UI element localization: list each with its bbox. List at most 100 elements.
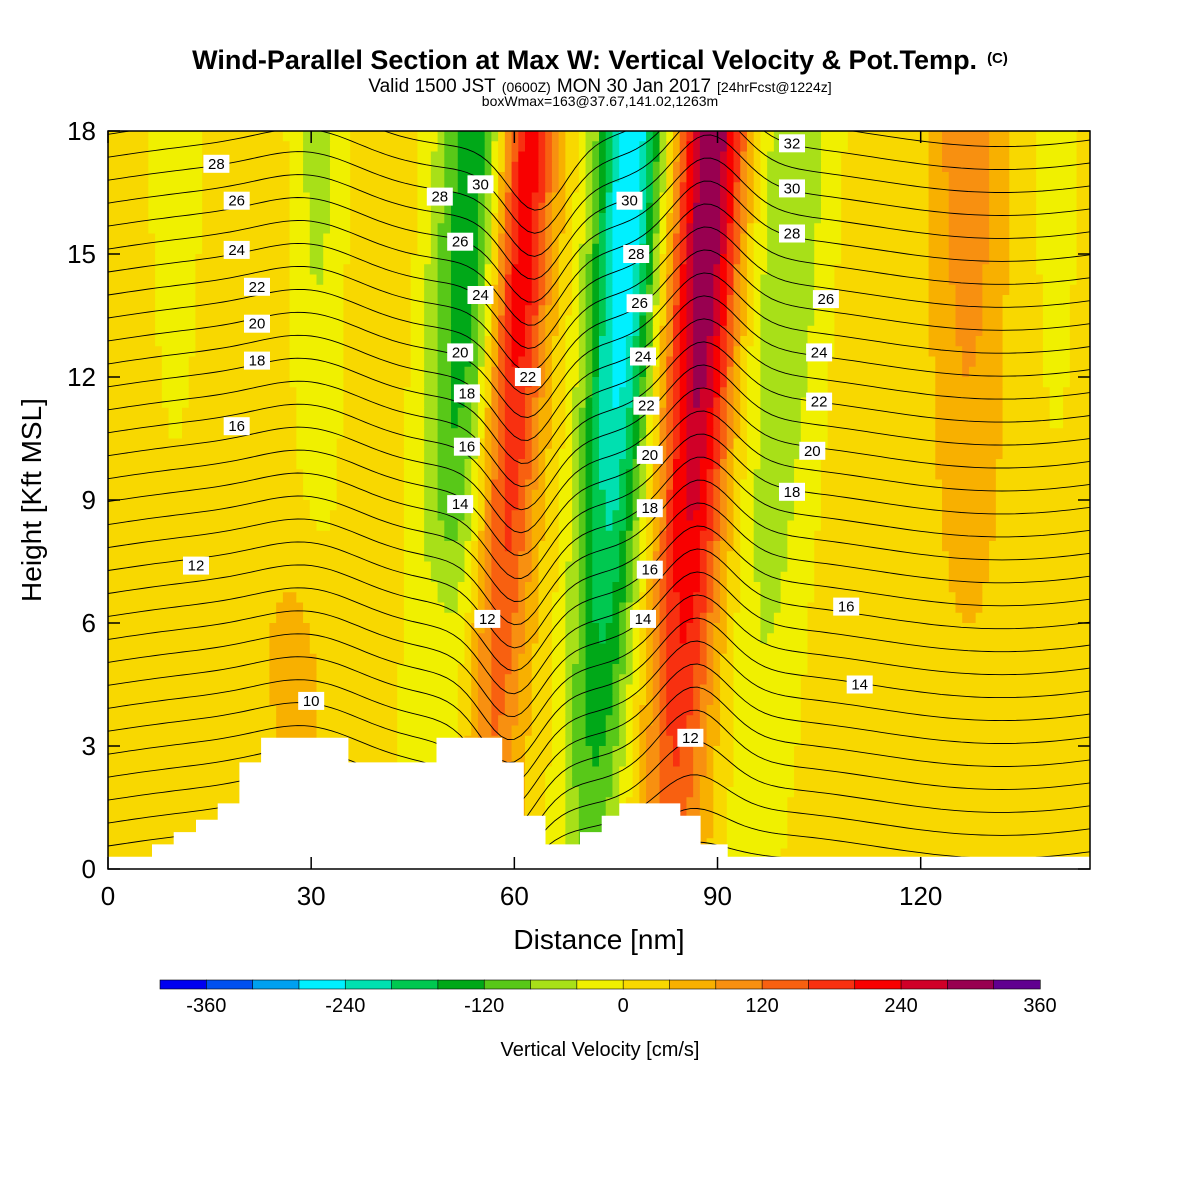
velocity-cell: [713, 828, 728, 839]
theta-contour-line: [108, 617, 1090, 764]
velocity-cell: [437, 469, 466, 481]
velocity-cell: [303, 756, 398, 768]
velocity-cell: [572, 469, 580, 481]
velocity-cell: [511, 356, 519, 368]
velocity-cell: [814, 223, 842, 235]
velocity-cell: [733, 172, 741, 183]
velocity-cell: [545, 469, 560, 481]
velocity-cell: [484, 223, 492, 235]
velocity-cell: [773, 623, 809, 634]
velocity-cell: [1009, 223, 1037, 235]
velocity-cell: [599, 223, 607, 235]
velocity-cell: [424, 274, 439, 286]
velocity-cell: [800, 407, 829, 419]
velocity-cell: [161, 356, 190, 368]
velocity-cell: [995, 479, 1090, 491]
velocity-cell: [491, 489, 506, 501]
velocity-cell: [794, 776, 1090, 788]
x-axis-label: Distance [nm]: [513, 924, 684, 955]
velocity-cell: [350, 172, 418, 183]
velocity-cell: [693, 787, 701, 798]
velocity-cell: [646, 243, 654, 255]
velocity-cell: [740, 192, 748, 204]
velocity-cell: [619, 161, 640, 173]
velocity-cell: [928, 274, 950, 286]
velocity-cell: [511, 161, 519, 173]
velocity-cell: [303, 131, 331, 142]
velocity-cell: [686, 325, 694, 337]
velocity-cell: [350, 182, 418, 194]
velocity-cell: [477, 500, 486, 511]
velocity-cell: [565, 797, 580, 809]
velocity-cell: [646, 520, 654, 532]
velocity-cell: [518, 459, 533, 470]
velocity-cell: [726, 172, 735, 183]
velocity-cell: [195, 274, 291, 286]
velocity-cell: [155, 336, 197, 347]
velocity-cell: [504, 213, 513, 224]
velocity-cell: [646, 233, 654, 245]
velocity-cell: [1042, 346, 1071, 358]
velocity-cell: [504, 418, 526, 429]
velocity-cell: [659, 151, 667, 163]
velocity-cell: [632, 284, 640, 296]
terrain: [108, 737, 1090, 869]
velocity-cell: [659, 582, 667, 593]
velocity-cell: [417, 131, 439, 142]
colorbar-swatch: [206, 979, 254, 990]
velocity-cell: [928, 346, 963, 358]
velocity-cell: [108, 459, 297, 470]
velocity-cell: [605, 295, 614, 306]
contour-label: 30: [784, 180, 801, 197]
velocity-cell: [491, 694, 506, 706]
velocity-cell: [565, 161, 580, 173]
velocity-cell: [585, 551, 593, 563]
velocity-cell: [672, 213, 681, 224]
velocity-cell: [599, 243, 607, 255]
velocity-cell: [397, 756, 459, 768]
contour-label: 26: [818, 291, 835, 308]
velocity-cell: [491, 336, 499, 347]
velocity-cell: [525, 315, 533, 327]
velocity-cell: [397, 694, 459, 706]
velocity-cell: [316, 705, 398, 716]
velocity-cell: [639, 643, 647, 655]
contour-label-box: [447, 495, 474, 514]
velocity-cell: [545, 192, 553, 204]
velocity-cell: [740, 223, 748, 235]
velocity-cell: [491, 202, 499, 214]
velocity-cell: [935, 356, 963, 368]
velocity-cell: [424, 500, 439, 511]
velocity-cell: [659, 551, 667, 563]
velocity-cell: [666, 674, 694, 686]
contour-label: 14: [452, 496, 469, 513]
contour-label: 16: [641, 562, 658, 579]
velocity-cell: [706, 346, 714, 358]
theta-contour-line: [108, 180, 1090, 326]
velocity-cell: [572, 746, 593, 757]
velocity-cell: [484, 141, 492, 153]
velocity-cell: [329, 202, 351, 214]
velocity-cell: [551, 202, 566, 214]
velocity-cell: [659, 407, 667, 419]
velocity-cell: [484, 356, 492, 368]
velocity-cell: [471, 571, 479, 583]
velocity-cell: [289, 305, 345, 317]
velocity-cell: [679, 305, 688, 317]
velocity-cell: [504, 264, 513, 276]
velocity-cell: [632, 643, 640, 655]
velocity-cell: [155, 315, 197, 327]
colorbar-swatch: [947, 979, 995, 990]
velocity-cell: [605, 284, 614, 296]
velocity-cell: [309, 254, 324, 265]
velocity-cell: [693, 664, 708, 675]
velocity-cell: [545, 520, 560, 532]
velocity-cell: [679, 756, 694, 768]
velocity-cell: [551, 172, 560, 183]
velocity-cell: [558, 448, 573, 460]
velocity-cell: [471, 397, 479, 409]
velocity-cell: [706, 356, 714, 368]
velocity-cell: [646, 254, 654, 265]
velocity-cell: [720, 582, 728, 593]
velocity-cell: [847, 141, 930, 153]
